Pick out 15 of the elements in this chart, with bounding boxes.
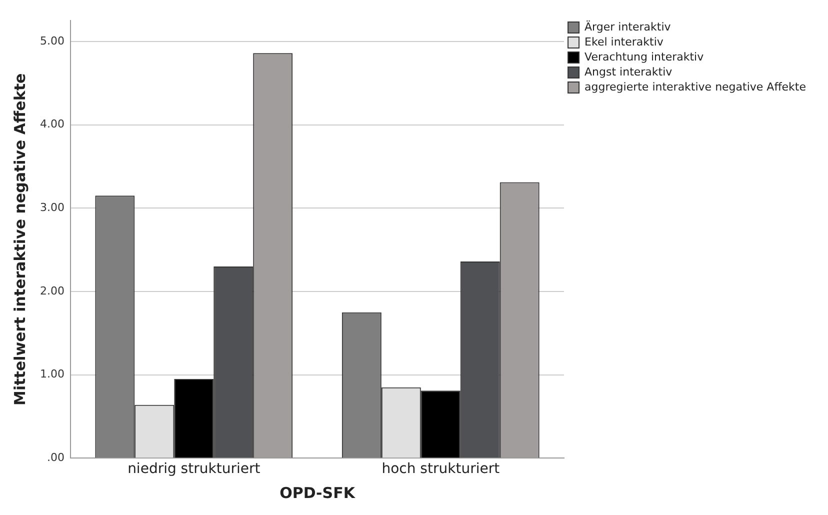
legend-label: Verachtung interaktiv bbox=[584, 50, 704, 64]
y-tick-label: 2.00 bbox=[40, 284, 64, 298]
legend-label: Ärger interaktiv bbox=[584, 19, 672, 34]
legend-label: Ekel interaktiv bbox=[584, 35, 664, 48]
y-tick-label: 5.00 bbox=[40, 34, 64, 48]
y-axis-title: Mittelwert interaktive negative Affekte bbox=[10, 73, 29, 406]
x-tick-label: niedrig strukturiert bbox=[128, 461, 261, 478]
y-tick-label: .00 bbox=[46, 451, 64, 464]
x-tick-label: hoch strukturiert bbox=[382, 461, 500, 478]
y-tick-label: 3.00 bbox=[40, 201, 64, 214]
y-tick-label: 4.00 bbox=[40, 118, 64, 131]
legend-label: Angst interaktiv bbox=[584, 65, 673, 78]
y-tick-label: 1.00 bbox=[40, 368, 64, 381]
x-axis-title: OPD-SFK bbox=[280, 484, 356, 502]
legend-label: aggregierte interaktive negative Affekte bbox=[584, 80, 806, 94]
